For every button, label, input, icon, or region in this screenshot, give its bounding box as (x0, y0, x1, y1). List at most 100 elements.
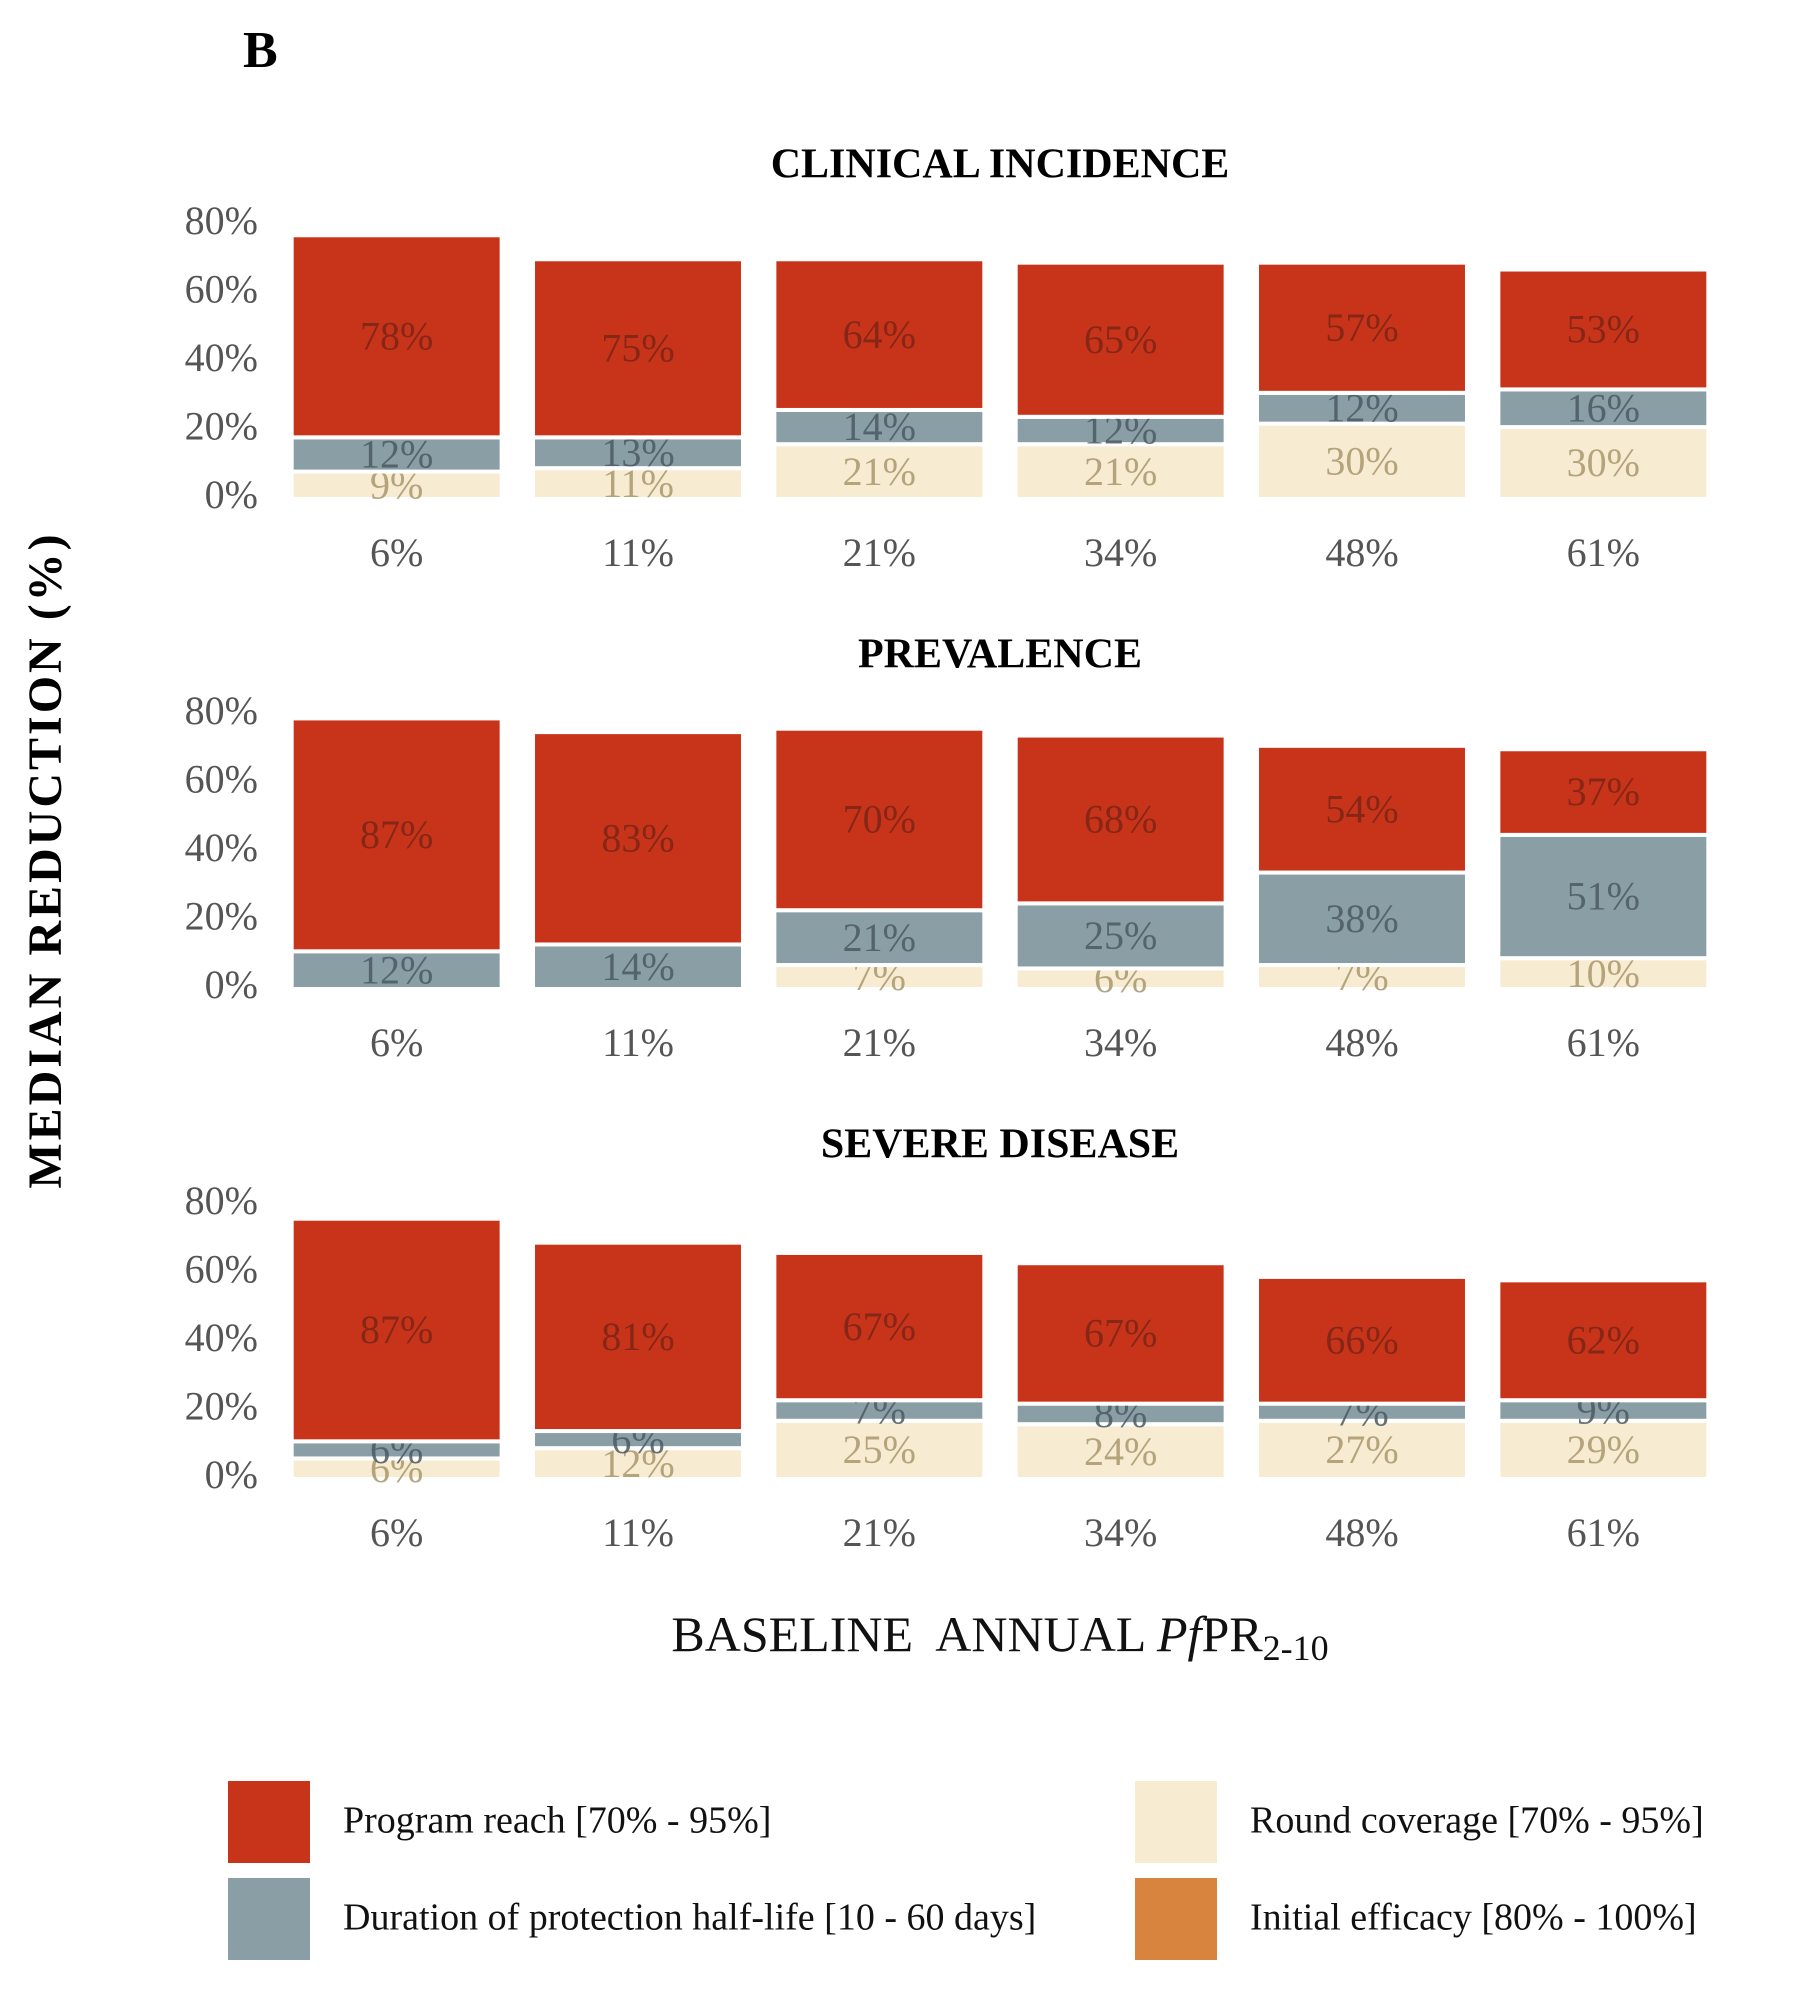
bar-segment (1496, 747, 1711, 837)
y-tick-label: 60% (185, 1247, 258, 1292)
segment-label: 25% (843, 1427, 916, 1472)
x-tick-label: 48% (1325, 1510, 1398, 1555)
x-tick-label: 61% (1567, 530, 1640, 575)
segment-label: 21% (843, 915, 916, 960)
segment-label: 57% (1325, 305, 1398, 350)
legend-swatch (228, 1781, 310, 1863)
x-tick-label: 34% (1084, 530, 1157, 575)
bar-segment (1255, 421, 1469, 501)
x-tick-label: 6% (370, 1510, 423, 1555)
y-tick-label: 40% (185, 1315, 258, 1360)
x-tick-label: 21% (843, 1510, 916, 1555)
x-tick-label: 6% (370, 530, 423, 575)
segment-label: 24% (1084, 1429, 1157, 1474)
x-tick-label: 11% (602, 1510, 674, 1555)
bar-segment (531, 257, 745, 440)
bar-segment (1013, 1422, 1228, 1481)
bar-segment (289, 469, 504, 502)
bar-segment (1013, 260, 1228, 419)
segment-label: 14% (601, 944, 674, 989)
bar-segment (289, 233, 504, 440)
segment-label: 66% (1325, 1317, 1398, 1362)
bar-segment (772, 726, 987, 913)
segment-label: 67% (1084, 1311, 1157, 1356)
legend-label: Program reach [70% - 95%] (343, 1800, 771, 1842)
x-tick-label: 11% (602, 1020, 674, 1065)
bar-segment (1496, 387, 1711, 430)
segment-label: 70% (843, 797, 916, 842)
x-title-prefix: BASELINE ANNUAL (671, 1606, 1157, 1662)
segment-label: 27% (1325, 1427, 1398, 1472)
chart-title: PREVALENCE (858, 632, 1142, 678)
bar-segment (289, 1216, 504, 1444)
legend-swatch (1135, 1781, 1217, 1863)
x-tick-label: 34% (1084, 1020, 1157, 1065)
segment-label: 67% (843, 1304, 916, 1349)
y-tick-label: 80% (185, 198, 258, 243)
y-tick-label: 80% (185, 1178, 258, 1223)
y-tick-label: 0% (205, 472, 258, 517)
y-tick-label: 80% (185, 688, 258, 733)
bar-segment (1496, 956, 1711, 991)
y-axis-title: MEDIAN REDUCTION (%) (19, 531, 72, 1188)
segment-label: 65% (1084, 317, 1157, 362)
bar-segment (1013, 442, 1228, 502)
segment-label: 62% (1567, 1317, 1640, 1362)
bar-segment (531, 942, 745, 991)
x-tick-label: 48% (1325, 530, 1398, 575)
x-title-main: PR (1201, 1606, 1263, 1662)
segment-label: 21% (843, 449, 916, 494)
segment-label: 25% (1084, 913, 1157, 958)
legend-swatch (228, 1878, 310, 1960)
y-tick-label: 40% (185, 825, 258, 870)
y-tick-label: 0% (205, 1452, 258, 1497)
bar-segment (1013, 414, 1228, 447)
segment-label: 64% (843, 312, 916, 357)
bar-segment (289, 716, 504, 954)
x-tick-label: 11% (602, 530, 674, 575)
x-tick-label: 48% (1325, 1020, 1398, 1065)
y-tick-label: 20% (185, 894, 258, 939)
chart-title: CLINICAL INCIDENCE (771, 142, 1230, 188)
bar-segment (1013, 733, 1228, 906)
y-tick-label: 60% (185, 267, 258, 312)
x-title-italic: Pf (1156, 1606, 1208, 1662)
x-tick-label: 21% (843, 1020, 916, 1065)
legend-label: Initial efficacy [80% - 100%] (1250, 1897, 1697, 1939)
y-tick-label: 40% (185, 335, 258, 380)
chart-title: SEVERE DISEASE (821, 1122, 1179, 1168)
legend-label: Round coverage [70% - 95%] (1250, 1800, 1704, 1842)
segment-label: 38% (1325, 896, 1398, 941)
x-axis-title: BASELINE ANNUAL PfPR2-10 (671, 1606, 1328, 1668)
x-tick-label: 6% (370, 1020, 423, 1065)
segment-label: 37% (1567, 769, 1640, 814)
bar-segment (531, 1240, 745, 1434)
y-tick-label: 20% (185, 404, 258, 449)
segment-label: 78% (360, 313, 433, 358)
bar-segment (1496, 267, 1711, 392)
segment-label: 87% (360, 812, 433, 857)
bar-segment (531, 730, 745, 947)
x-tick-label: 34% (1084, 1510, 1157, 1555)
bar-segment (772, 442, 987, 502)
bar-segment (1496, 1278, 1711, 1403)
segment-label: 16% (1567, 385, 1640, 430)
bar-segment (772, 257, 987, 412)
bar-segment (772, 407, 987, 447)
x-tick-label: 61% (1567, 1510, 1640, 1555)
x-tick-label: 61% (1567, 1020, 1640, 1065)
y-tick-label: 20% (185, 1384, 258, 1429)
x-title-subscript: 2-10 (1263, 1628, 1329, 1668)
bar-segment (1255, 1274, 1469, 1406)
bar-segment (1013, 1261, 1228, 1406)
bar-segment (1496, 832, 1711, 961)
segment-label: 75% (601, 325, 674, 370)
x-tick-label: 21% (843, 530, 916, 575)
bar-segment (772, 908, 987, 968)
segment-label: 87% (360, 1307, 433, 1352)
segment-label: 83% (601, 815, 674, 860)
segment-label: 53% (1567, 307, 1640, 352)
y-tick-label: 60% (185, 757, 258, 802)
panel-label: B (243, 22, 278, 79)
segment-label: 12% (360, 947, 433, 992)
